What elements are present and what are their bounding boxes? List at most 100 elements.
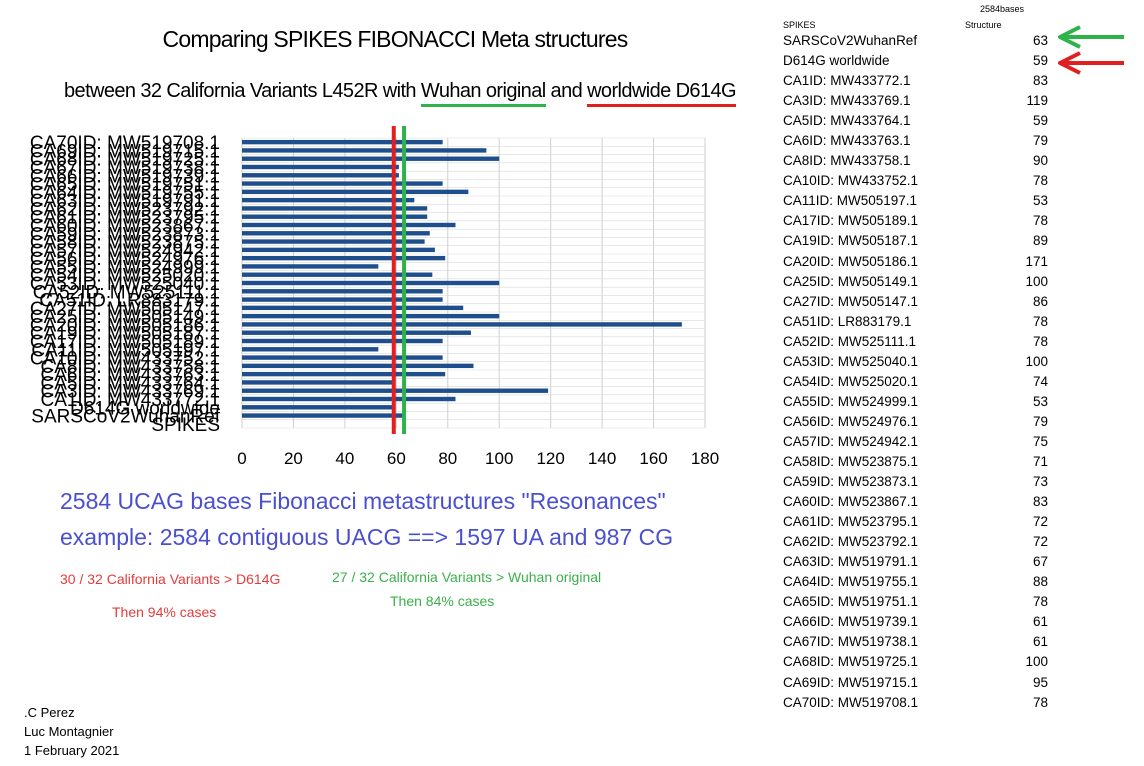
x-tick-label: 20 [284,449,303,468]
note-d614g-count: 30 / 32 California Variants > D614G [60,571,281,587]
table-row: CA54ID: MW525020.1 74 [783,372,1048,392]
row-name: CA62ID: MW523792.1 [783,534,919,550]
x-tick-label: 140 [588,449,616,468]
category-label: CA17ID: MW505189.1 [30,332,220,353]
table-row: CA64ID: MW519755.1 88 [783,572,1048,592]
row-value: 72 [1032,514,1048,530]
credits: .C Perez Luc Montagnier 1 February 2021 [24,703,119,760]
subtitle-wuhan: Wuhan original [420,80,546,107]
row-value: 95 [1032,674,1048,690]
row-name: CA67ID: MW519738.1 [783,634,919,650]
category-label: SARSCoV2WuhanRef [31,407,220,428]
category-label: CA57ID: MW524942.1 [30,241,220,262]
category-label: CA68ID: MW519725.1 [30,150,220,171]
bar [242,313,500,319]
category-label: SPIKES [151,415,220,436]
row-value: 59 [1032,53,1048,69]
credit-line: .C Perez [24,705,75,720]
category-label: CA19ID: MW505187.1 [30,324,220,345]
table-row: SARSCoV2WuhanRef 63 [783,31,1048,51]
bar [242,222,456,228]
category-label: CA65ID: MW519751.1 [30,175,220,196]
bar [242,413,405,418]
chart-subtitle: between 32 California Variants L452R wit… [20,80,780,107]
table-row: CA27ID: MW505147.1 86 [783,292,1048,312]
note-resonances: 2584 UCAG bases Fibonacci metastructures… [60,488,666,514]
bar [242,214,428,219]
row-value: 53 [1032,393,1048,409]
bar [242,289,443,294]
row-name: CA6ID: MW433763.1 [783,133,911,149]
table-row: D614G worldwide 59 [783,51,1048,71]
table-row: CA62ID: MW523792.1 72 [783,532,1048,552]
note-d614g-percent: Then 94% cases [112,604,217,620]
table-row: CA8ID: MW433758.1 90 [783,151,1048,171]
row-value: 79 [1032,413,1048,429]
category-label: CA60ID: MW523867.1 [30,216,220,237]
row-name: CA61ID: MW523795.1 [783,514,919,530]
row-name: CA1ID: MW433772.1 [783,73,911,89]
bar [242,405,394,410]
row-value: 119 [1026,93,1048,109]
category-label: CA55ID: MW524999.1 [30,257,220,278]
row-name: CA69ID: MW519715.1 [783,674,919,690]
note-example: example: 2584 contiguous UACG ==> 1597 U… [60,524,674,550]
bar [242,197,415,203]
bar [242,206,428,211]
bar [242,272,433,277]
table-row: CA59ID: MW523873.1 73 [783,472,1048,492]
bar [242,305,464,311]
row-value: 100 [1025,353,1048,369]
table-row: CA69ID: MW519715.1 95 [783,673,1048,693]
x-tick-label: 40 [335,449,354,468]
table-row: CA5ID: MW433764.1 59 [783,111,1048,131]
x-tick-label: 120 [536,449,564,468]
table-row: CA55ID: MW524999.1 53 [783,392,1048,412]
table-row: CA20ID: MW505186.1 171 [783,252,1048,272]
green-arrow-icon [1058,25,1124,49]
bar [242,247,435,253]
category-label: CA56ID: MW524976.1 [30,249,220,270]
row-name: D614G worldwide [783,53,890,69]
category-label: D614G worldwide [70,398,220,419]
category-label: CA58ID: MW523875.1 [30,233,220,254]
category-label: CA62ID: MW523792.1 [30,199,220,220]
bar [242,156,500,161]
category-label: CA5ID: MW433764.1 [40,373,220,394]
row-name: CA53ID: MW525040.1 [783,353,919,369]
bar [242,239,425,244]
table-row: CA61ID: MW523795.1 72 [783,512,1048,532]
row-name: CA57ID: MW524942.1 [783,433,919,449]
table-row: CA58ID: MW523875.1 71 [783,452,1048,472]
table-row: CA53ID: MW525040.1 100 [783,352,1048,372]
bar [242,139,443,145]
table-row: CA11ID: MW505197.1 53 [783,191,1048,211]
row-value: 72 [1032,534,1048,550]
bar [242,173,399,178]
table-row: CA65ID: MW519751.1 78 [783,592,1048,612]
table-row: CA19ID: MW505187.1 89 [783,231,1048,251]
category-label: CA3ID: MW433769.1 [40,382,220,403]
note-wuhan-count: 27 / 32 California Variants > Wuhan orig… [332,569,602,585]
row-name: CA59ID: MW523873.1 [783,474,919,490]
row-name: CA27ID: MW505147.1 [783,293,919,309]
table-row: CA63ID: MW519791.1 67 [783,552,1048,572]
subtitle-and: and [550,80,583,102]
row-value: 75 [1032,433,1048,449]
bar [242,338,443,344]
row-name: CA20ID: MW505186.1 [783,253,919,269]
category-label: CA67ID: MW519738.1 [30,158,220,179]
row-name: CA11ID: MW505197.1 [783,193,918,209]
table-header-structure: Structure [965,20,1002,30]
row-name: CA8ID: MW433758.1 [783,153,911,169]
table-row: CA57ID: MW524942.1 75 [783,432,1048,452]
category-label: CA27ID: MW505147.1 [30,299,220,320]
x-tick-label: 160 [639,449,667,468]
row-name: CA3ID: MW433769.1 [783,93,911,109]
table-row: CA25ID: MW505149.1 100 [783,272,1048,292]
data-table: SARSCoV2WuhanRef 63 D614G worldwide 59 CA1ID… [783,31,1048,713]
bar [242,330,471,335]
row-name: CA19ID: MW505187.1 [783,233,919,249]
table-row: CA70ID: MW519708.1 78 [783,693,1048,713]
